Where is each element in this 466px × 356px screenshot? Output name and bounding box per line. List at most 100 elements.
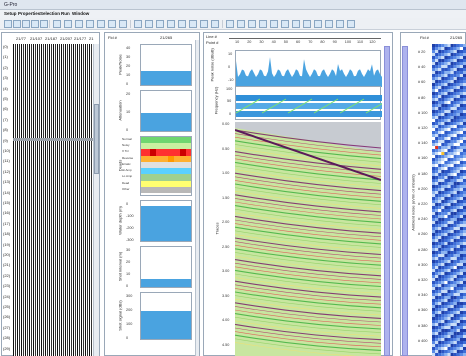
heatmap-cell (441, 146, 445, 149)
toolbar-button[interactable] (292, 20, 300, 28)
heatmap-cell (453, 176, 457, 179)
row-tick: # 240 (418, 217, 428, 222)
heatmap-cell (447, 290, 451, 293)
toolbar-button[interactable] (108, 20, 116, 28)
heatmap-cell (463, 329, 466, 332)
heatmap-cell (435, 344, 439, 347)
heatmap-cell (463, 269, 466, 272)
reflection-event (235, 154, 381, 174)
heatmap-cell (441, 200, 445, 203)
menu-window[interactable]: Window (72, 11, 90, 16)
heatmap-cell (435, 161, 439, 164)
row-labels: (0) (1) (2) (3) (4) (5) (6) (7) (8) (9) (10) (11) (1… (3, 44, 13, 356)
heatmap-cell (447, 74, 451, 77)
heatmap-cell (444, 86, 448, 89)
heatmap-cell (444, 128, 448, 131)
heatmap-cell (432, 203, 436, 206)
heatmap-cell (459, 83, 463, 86)
toolbar-button[interactable] (211, 20, 219, 28)
menu-setup[interactable]: Setup (4, 11, 17, 16)
menu-selection[interactable]: Selection (40, 11, 61, 16)
heatmap-cell (432, 236, 436, 239)
heatmap-cell (438, 284, 442, 287)
heatmap-cell (432, 353, 436, 356)
heatmap-cell (441, 89, 445, 92)
heatmap-cell (441, 323, 445, 326)
heatmap-cell (447, 314, 451, 317)
heatmap-cell (444, 119, 448, 122)
toolbar-button[interactable] (40, 20, 48, 28)
toolbar-button[interactable] (13, 20, 21, 28)
toolbar-button[interactable] (270, 20, 278, 28)
toolbar-button[interactable] (145, 20, 153, 28)
toolbar-button[interactable] (97, 20, 105, 28)
toolbar-button[interactable] (119, 20, 127, 28)
toolbar-button[interactable] (347, 20, 355, 28)
heatmap-cell (438, 167, 442, 170)
heatmap-cell (453, 260, 457, 263)
toolbar-button[interactable] (325, 20, 333, 28)
menu-properties[interactable]: Properties (18, 11, 41, 16)
heatmap-cell (444, 227, 448, 230)
toolbar-button[interactable] (167, 20, 175, 28)
heatmap-cell (456, 320, 460, 323)
heatmap-cell (453, 323, 457, 326)
heatmap-cell (438, 158, 442, 161)
toolbar-button[interactable] (259, 20, 267, 28)
toolbar-button[interactable] (4, 20, 12, 28)
toolbar-button[interactable] (303, 20, 311, 28)
heatmap-cell (435, 311, 439, 314)
heatmap-cell (453, 182, 457, 185)
toolbar-button[interactable] (156, 20, 164, 28)
toolbar-button[interactable] (31, 20, 39, 28)
heatmap-cell (447, 236, 451, 239)
menu-run[interactable]: Run (61, 11, 70, 16)
toolbar-button[interactable] (178, 20, 186, 28)
toolbar-button[interactable] (314, 20, 322, 28)
heatmap-cell (463, 68, 466, 71)
toolbar-button[interactable] (134, 20, 142, 28)
toolbar-button[interactable] (189, 20, 197, 28)
toolbar-button[interactable] (248, 20, 256, 28)
heatmap-cell (435, 269, 439, 272)
heatmap-cell (453, 155, 457, 158)
heatmap-cell (450, 227, 454, 230)
heatmap-cell (456, 179, 460, 182)
heatmap-cell (463, 353, 466, 356)
heatmap-cell (441, 164, 445, 167)
shot-record-graphic (235, 122, 381, 356)
heatmap-cell (432, 80, 436, 83)
toolbar-button[interactable] (75, 20, 83, 28)
x-tick: 80 (320, 40, 325, 44)
heatmap-cell (444, 338, 448, 341)
toolbar-button[interactable] (200, 20, 208, 28)
heatmap-cell (459, 299, 463, 302)
row-label: (10) (3, 148, 11, 153)
toolbar-button[interactable] (281, 20, 289, 28)
heatmap-cell (450, 272, 454, 275)
toolbar-button[interactable] (53, 20, 61, 28)
heatmap-cell (441, 92, 445, 95)
toolbar-button[interactable] (64, 20, 72, 28)
scrollbar-thumb[interactable] (94, 104, 99, 174)
toolbar-button[interactable] (22, 20, 30, 28)
heatmap-cell (456, 86, 460, 89)
legend-swatch (141, 143, 191, 150)
heatmap-cell (463, 113, 466, 116)
qc-scrollbar[interactable] (195, 40, 199, 356)
heatmap-cell (438, 137, 442, 140)
heatmap-cell (463, 47, 466, 50)
heatmap-cell (450, 299, 454, 302)
heatmap-cell (438, 101, 442, 104)
toolbar-button[interactable] (226, 20, 234, 28)
heatmap-cell (435, 197, 439, 200)
toolbar-button[interactable] (237, 20, 245, 28)
heatmap-cell (441, 47, 445, 50)
reflection-event (235, 226, 381, 245)
toolbar-button[interactable] (86, 20, 94, 28)
heatmap-cell (438, 161, 442, 164)
vertical-scrollbar[interactable] (93, 44, 99, 356)
purple-scrollbar[interactable] (384, 46, 390, 356)
heatmap-cell (459, 314, 463, 317)
toolbar-button[interactable] (336, 20, 344, 28)
